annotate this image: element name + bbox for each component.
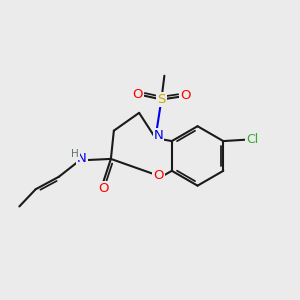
Text: O: O: [180, 89, 190, 102]
Text: H: H: [71, 149, 79, 159]
Text: Cl: Cl: [246, 133, 259, 146]
Text: O: O: [98, 182, 108, 195]
Text: S: S: [157, 93, 166, 106]
Text: O: O: [153, 169, 164, 182]
Text: O: O: [132, 88, 143, 101]
Text: N: N: [154, 129, 163, 142]
Text: N: N: [77, 152, 87, 165]
